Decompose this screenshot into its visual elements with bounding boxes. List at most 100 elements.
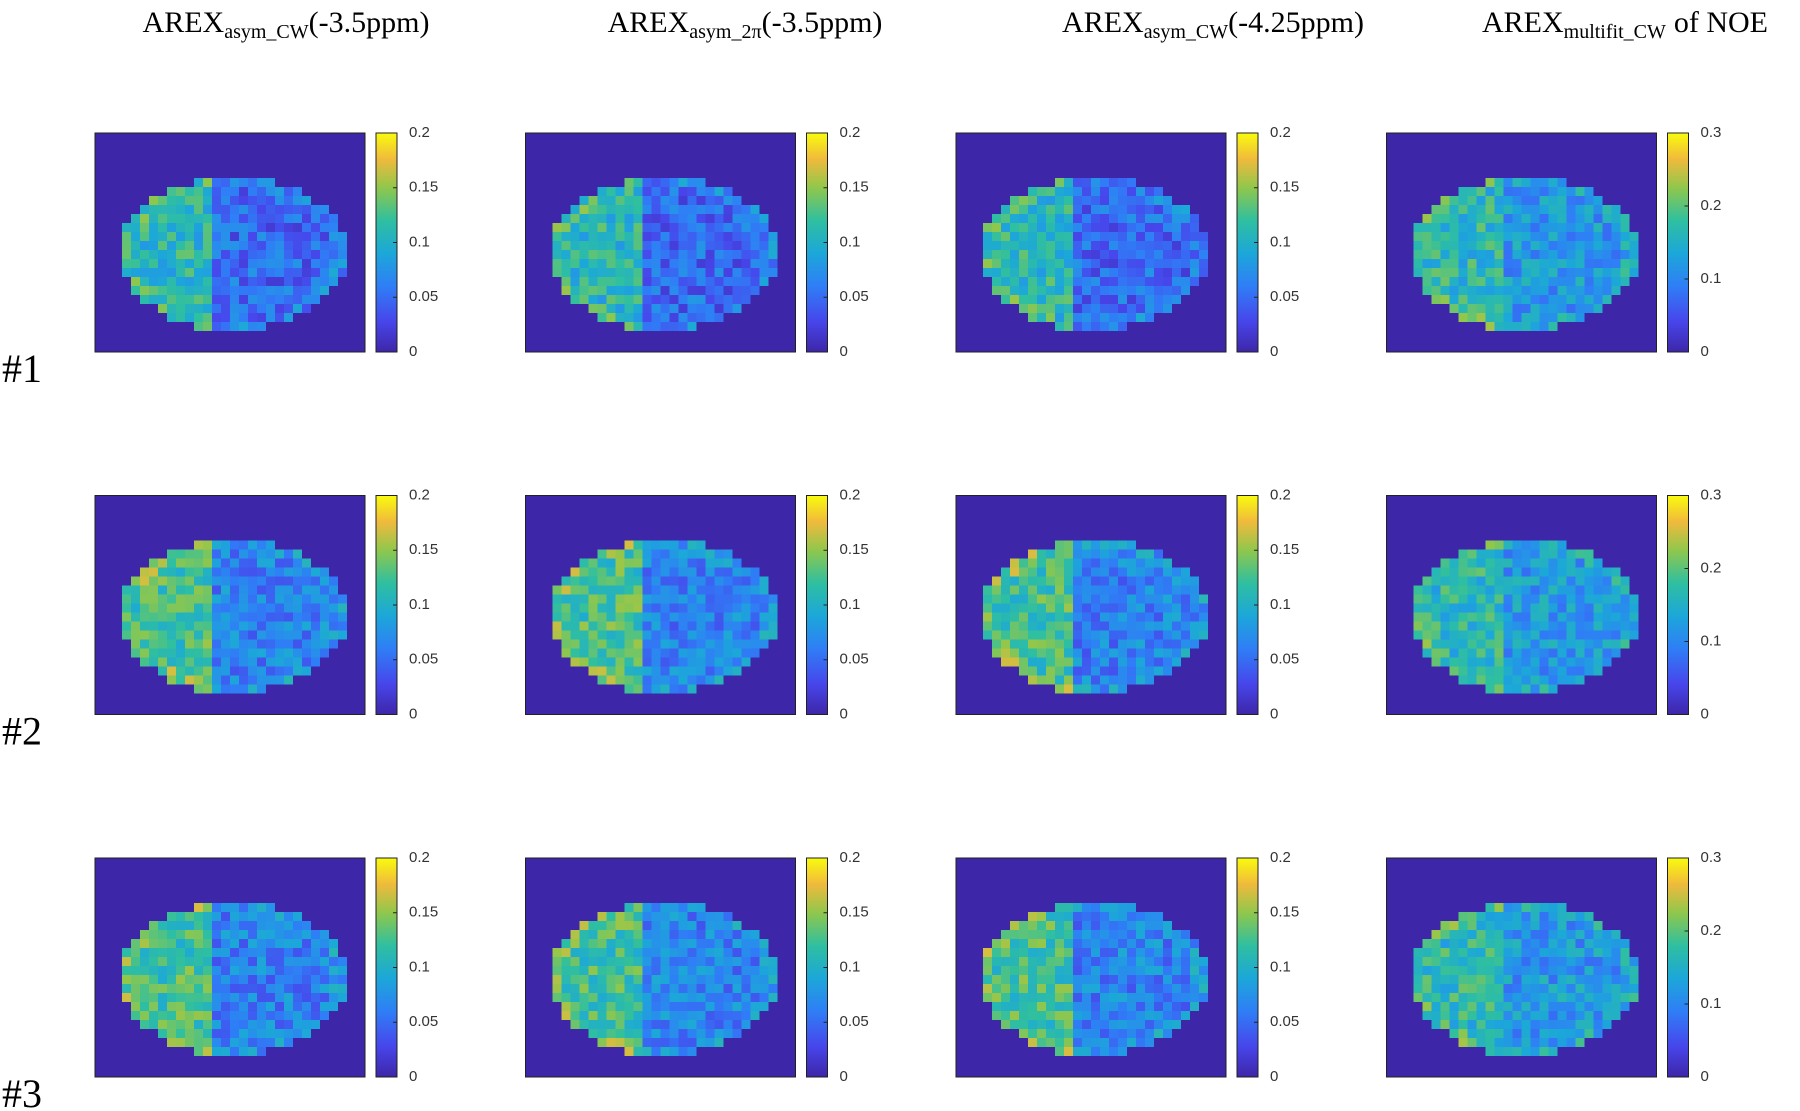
map-pixel bbox=[1449, 594, 1459, 604]
map-pixel bbox=[1163, 639, 1172, 649]
map-pixel bbox=[1010, 939, 1019, 948]
map-pixel bbox=[983, 993, 992, 1002]
map-pixel bbox=[1557, 939, 1567, 948]
map-pixel bbox=[660, 214, 670, 223]
map-pixel bbox=[167, 549, 176, 559]
map-pixel bbox=[1413, 630, 1423, 640]
map-pixel bbox=[1566, 1020, 1576, 1029]
map-pixel bbox=[983, 232, 992, 241]
map-pixel bbox=[669, 639, 679, 649]
map-pixel bbox=[1181, 205, 1190, 214]
map-pixel bbox=[606, 286, 616, 295]
map-pixel bbox=[633, 322, 643, 331]
map-pixel bbox=[1611, 1011, 1621, 1020]
map-pixel bbox=[651, 1020, 661, 1029]
map-pixel bbox=[1440, 223, 1450, 232]
map-pixel bbox=[678, 295, 688, 304]
map-pixel bbox=[1521, 639, 1531, 649]
map-pixel bbox=[1064, 921, 1073, 930]
map-pixel bbox=[723, 957, 733, 966]
map-pixel bbox=[140, 223, 149, 232]
map-pixel bbox=[1001, 1011, 1010, 1020]
map-pixel bbox=[1172, 630, 1181, 640]
map-pixel bbox=[1539, 984, 1549, 993]
map-pixel bbox=[597, 549, 607, 559]
map-pixel bbox=[1055, 277, 1064, 286]
map-pixel bbox=[1100, 549, 1109, 559]
map-pixel bbox=[1118, 939, 1127, 948]
map-pixel bbox=[149, 1020, 158, 1029]
map-pixel bbox=[221, 286, 230, 295]
map-pixel bbox=[714, 621, 724, 631]
map-pixel bbox=[1413, 993, 1423, 1002]
map-pixel bbox=[1512, 232, 1522, 241]
map-pixel bbox=[1118, 259, 1127, 268]
map-pixel bbox=[167, 558, 176, 568]
map-pixel bbox=[570, 1020, 580, 1029]
map-pixel bbox=[284, 975, 293, 984]
map-pixel bbox=[1467, 921, 1477, 930]
map-pixel bbox=[588, 957, 598, 966]
map-pixel bbox=[1458, 639, 1468, 649]
map-pixel bbox=[1046, 666, 1055, 676]
map-pixel bbox=[1440, 259, 1450, 268]
map-pixel bbox=[1037, 576, 1046, 586]
map-pixel bbox=[257, 1047, 266, 1056]
map-pixel bbox=[131, 975, 140, 984]
map-pixel bbox=[1593, 259, 1603, 268]
map-pixel bbox=[705, 268, 715, 277]
map-pixel bbox=[293, 630, 302, 640]
map-pixel bbox=[1181, 975, 1190, 984]
map-pixel bbox=[588, 585, 598, 595]
map-pixel bbox=[212, 957, 221, 966]
map-pixel bbox=[1055, 912, 1064, 921]
map-pixel bbox=[320, 639, 329, 649]
map-pixel bbox=[561, 948, 571, 957]
map-pixel bbox=[221, 1047, 230, 1056]
map-pixel bbox=[1010, 1002, 1019, 1011]
map-pixel bbox=[1494, 612, 1504, 622]
map-pixel bbox=[1584, 286, 1594, 295]
map-pixel bbox=[642, 567, 652, 577]
map-pixel bbox=[248, 295, 257, 304]
map-pixel bbox=[1458, 259, 1468, 268]
map-pixel bbox=[714, 966, 724, 975]
map-pixel bbox=[1548, 993, 1558, 1002]
map-pixel bbox=[248, 1002, 257, 1011]
map-pixel bbox=[203, 993, 212, 1002]
map-pixel bbox=[615, 621, 625, 631]
map-pixel bbox=[185, 196, 194, 205]
map-pixel bbox=[1163, 993, 1172, 1002]
map-pixel bbox=[1082, 558, 1091, 568]
map-pixel bbox=[552, 268, 562, 277]
title-suffix: (-3.5ppm) bbox=[309, 6, 430, 39]
map-pixel bbox=[284, 295, 293, 304]
map-pixel bbox=[606, 205, 616, 214]
map-pixel bbox=[1172, 241, 1181, 250]
map-pixel bbox=[1136, 214, 1145, 223]
map-pixel bbox=[651, 567, 661, 577]
map-pixel bbox=[624, 295, 634, 304]
map-pixel bbox=[597, 975, 607, 984]
map-pixel bbox=[248, 187, 257, 196]
map-pixel bbox=[167, 993, 176, 1002]
map-pixel bbox=[311, 295, 320, 304]
map-pixel bbox=[167, 585, 176, 595]
map-pixel bbox=[597, 286, 607, 295]
map-pixel bbox=[1440, 277, 1450, 286]
map-pixel bbox=[696, 250, 706, 259]
map-pixel bbox=[741, 930, 751, 939]
map-pixel bbox=[624, 621, 634, 631]
map-pixel bbox=[1046, 984, 1055, 993]
map-pixel bbox=[122, 259, 131, 268]
map-pixel bbox=[1136, 241, 1145, 250]
map-pixel bbox=[1181, 259, 1190, 268]
map-pixel bbox=[687, 313, 697, 322]
map-pixel bbox=[1055, 639, 1064, 649]
map-pixel bbox=[678, 178, 688, 187]
map-pixel bbox=[1593, 921, 1603, 930]
map-pixel bbox=[687, 912, 697, 921]
map-pixel bbox=[257, 232, 266, 241]
map-pixel bbox=[1172, 576, 1181, 586]
map-pixel bbox=[1494, 1029, 1504, 1038]
